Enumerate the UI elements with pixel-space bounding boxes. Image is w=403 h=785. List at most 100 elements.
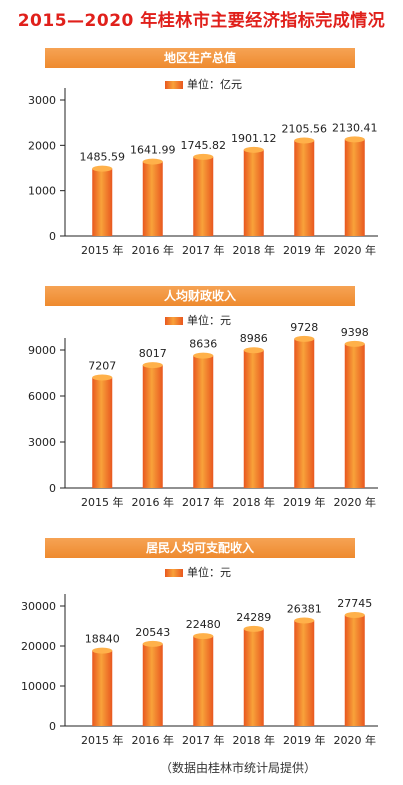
- legend: 单位：元: [165, 313, 231, 327]
- bar-cap: [92, 165, 113, 172]
- bar-body: [142, 161, 163, 236]
- bar: [243, 146, 264, 236]
- value-label: 8986: [240, 332, 268, 345]
- gdp-chart: 单位：亿元 0 1000 2000 3000 1485.59 2015 年 1641.99 20…: [28, 77, 378, 257]
- value-label: 1485.59: [80, 151, 126, 164]
- bar-body: [294, 620, 315, 726]
- x-tick-label: 2018 年: [233, 733, 276, 747]
- y-tick-label: 0: [49, 230, 56, 243]
- value-label: 2105.56: [282, 123, 328, 136]
- x-tick-label: 2017 年: [182, 243, 225, 257]
- y-tick-label: 9000: [28, 344, 56, 357]
- bar-cap: [243, 625, 264, 632]
- bar-body: [92, 377, 113, 488]
- bar: [92, 647, 113, 726]
- bar: [193, 633, 214, 726]
- bar-body: [243, 350, 264, 488]
- y-tick-label: 10000: [21, 680, 56, 693]
- bar: [193, 153, 214, 236]
- value-label: 8017: [139, 347, 167, 360]
- y-tick-label: 6000: [28, 390, 56, 403]
- x-tick-label: 2017 年: [182, 495, 225, 509]
- value-label: 22480: [186, 618, 221, 631]
- chart-1-title-band: 地区生产总值: [45, 48, 355, 68]
- value-label: 2130.41: [332, 121, 378, 134]
- bar-body: [193, 355, 214, 488]
- x-tick-label: 2016 年: [132, 243, 175, 257]
- bar-cap: [193, 153, 214, 160]
- legend-label: 单位：亿元: [187, 77, 242, 91]
- x-tick-label: 2015 年: [81, 733, 124, 747]
- bar: [92, 374, 113, 488]
- bar-cap: [294, 335, 315, 342]
- y-tick-label: 30000: [21, 600, 56, 613]
- x-tick-label: 2016 年: [132, 495, 175, 509]
- fiscal-revenue-chart: 单位：元 0 3000 6000 9000 7207 2015 年 8017 2016 年 863…: [28, 313, 378, 509]
- y-tick-label: 1000: [28, 185, 56, 198]
- y-tick-label: 2000: [28, 139, 56, 152]
- x-tick-label: 2020 年: [334, 495, 377, 509]
- value-label: 9398: [341, 326, 369, 339]
- bar-cap: [344, 612, 365, 619]
- bar: [294, 137, 315, 236]
- x-tick-label: 2019 年: [283, 495, 326, 509]
- value-label: 8636: [189, 338, 217, 351]
- value-label: 24289: [236, 611, 271, 624]
- value-label: 26381: [287, 602, 322, 615]
- y-tick-label: 20000: [21, 640, 56, 653]
- bar-body: [142, 365, 163, 488]
- bar-body: [92, 650, 113, 726]
- bar-cap: [243, 347, 264, 354]
- bar-cap: [142, 640, 163, 647]
- bar-body: [344, 343, 365, 488]
- bar: [344, 612, 365, 726]
- value-label: 7207: [88, 359, 116, 372]
- bar: [142, 640, 163, 726]
- legend-swatch: [165, 569, 183, 577]
- bar-body: [294, 338, 315, 488]
- value-label: 1641.99: [130, 144, 176, 157]
- bar-cap: [193, 633, 214, 640]
- bar: [142, 362, 163, 488]
- chart-2-title-band: 人均财政收入: [45, 286, 355, 306]
- y-tick-label: 0: [49, 720, 56, 733]
- bar-body: [193, 636, 214, 726]
- bar-cap: [193, 352, 214, 359]
- bar-body: [92, 168, 113, 236]
- bar-body: [193, 156, 214, 236]
- x-tick-label: 2019 年: [283, 733, 326, 747]
- bar-body: [344, 615, 365, 726]
- x-tick-label: 2015 年: [81, 495, 124, 509]
- x-tick-label: 2020 年: [334, 733, 377, 747]
- bar-cap: [92, 374, 113, 381]
- bar-body: [243, 628, 264, 726]
- bar-cap: [142, 158, 163, 165]
- x-tick-label: 2020 年: [334, 243, 377, 257]
- value-label: 18840: [85, 633, 120, 646]
- legend: 单位：亿元: [165, 77, 242, 91]
- x-tick-label: 2018 年: [233, 495, 276, 509]
- bar: [243, 347, 264, 488]
- x-tick-label: 2016 年: [132, 733, 175, 747]
- bar: [243, 625, 264, 726]
- disposable-income-chart: 单位：元 0 10000 20000 30000 18840 2015 年 20543 2016…: [21, 565, 378, 747]
- bar: [92, 165, 113, 236]
- bar-cap: [344, 136, 365, 143]
- legend-label: 单位：元: [187, 313, 231, 327]
- bar: [294, 617, 315, 726]
- x-tick-label: 2015 年: [81, 243, 124, 257]
- bar: [142, 158, 163, 236]
- legend-swatch: [165, 81, 183, 89]
- value-label: 1745.82: [181, 139, 227, 152]
- x-tick-label: 2018 年: [233, 243, 276, 257]
- legend-swatch: [165, 317, 183, 325]
- value-label: 20543: [135, 626, 170, 639]
- x-tick-label: 2019 年: [283, 243, 326, 257]
- legend-label: 单位：元: [187, 565, 231, 579]
- y-tick-label: 3000: [28, 436, 56, 449]
- bar: [344, 340, 365, 488]
- x-tick-label: 2017 年: [182, 733, 225, 747]
- y-tick-label: 0: [49, 482, 56, 495]
- bar-body: [344, 139, 365, 236]
- bar: [193, 352, 214, 488]
